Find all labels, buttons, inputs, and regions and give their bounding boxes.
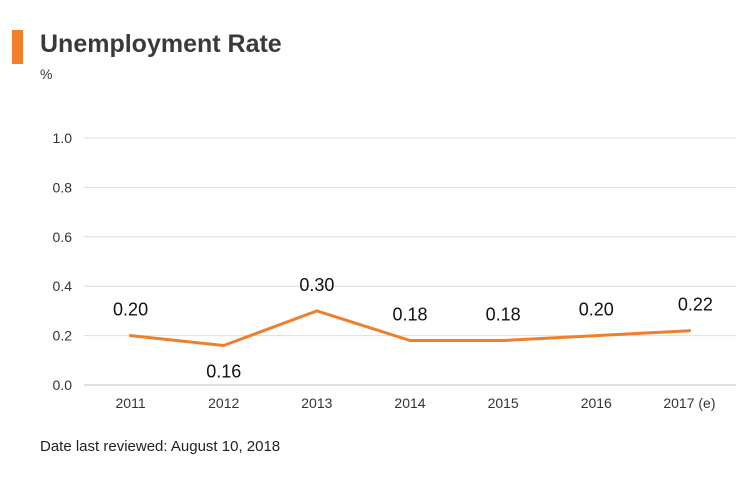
data-point [222, 343, 226, 347]
y-tick-label: 0.4 [53, 278, 73, 294]
data-label: 0.22 [678, 295, 713, 315]
x-tick-label: 2015 [488, 395, 519, 411]
x-tick-label: 2017 (e) [663, 395, 715, 411]
title-accent-bar [12, 30, 23, 64]
y-tick-label: 0.0 [53, 377, 73, 393]
unit-label: % [40, 66, 53, 82]
x-tick-label: 2016 [581, 395, 612, 411]
data-point [687, 329, 691, 333]
x-tick-label: 2013 [301, 395, 332, 411]
chart-title: Unemployment Rate [40, 30, 282, 58]
y-tick-label: 0.2 [53, 328, 73, 344]
data-label: 0.18 [486, 305, 521, 325]
data-label: 0.20 [113, 300, 148, 320]
chart-area: 0.0 0.2 0.4 0.6 0.8 1.0 2011 2012 2013 2014 2015 20… [53, 130, 736, 411]
y-tick-label: 1.0 [53, 130, 73, 146]
data-point [315, 309, 319, 313]
date-reviewed-note: Date last reviewed: August 10, 2018 [40, 438, 281, 455]
data-point [594, 334, 598, 338]
data-point [129, 334, 133, 338]
data-label: 0.30 [299, 275, 334, 295]
data-point [408, 339, 412, 343]
data-point [501, 339, 505, 343]
y-tick-label: 0.6 [53, 229, 73, 245]
data-label: 0.18 [392, 305, 427, 325]
y-tick-label: 0.8 [53, 179, 73, 195]
data-label: 0.16 [206, 361, 241, 381]
data-label: 0.20 [579, 300, 614, 320]
line-chart-svg: 0.0 0.2 0.4 0.6 0.8 1.0 2011 2012 2013 2014 2015 20… [53, 130, 736, 411]
x-tick-label: 2012 [208, 395, 239, 411]
x-tick-label: 2011 [116, 395, 146, 411]
x-tick-label: 2014 [394, 395, 425, 411]
